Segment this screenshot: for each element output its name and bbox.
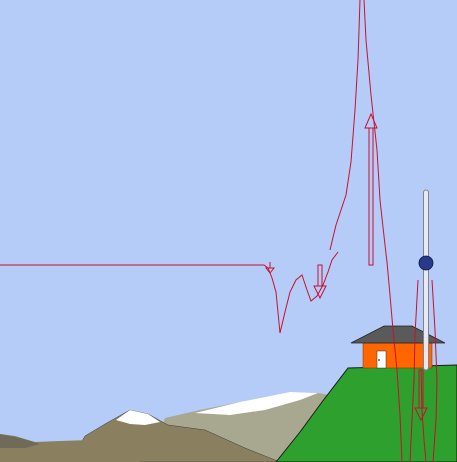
mountain-left-dark [0,434,40,448]
charge-ball-icon [418,255,434,271]
arrow-down-rod [414,369,428,422]
field-line-main-right [363,0,388,263]
field-line-bottom-rod [420,369,427,462]
rod-shaft [423,189,429,371]
field-line-main-left [329,0,361,251]
field-line-rod-right [431,279,438,462]
arrow-up-large [364,112,378,266]
lightning-rod-icon [418,189,434,371]
house-wall [362,342,433,369]
door-knob [378,359,380,361]
arrow-markers [264,112,428,422]
field-line-rod-left [409,279,419,462]
house-icon [350,325,446,369]
field-line-horizontal [0,251,339,334]
arrow-down-mid [313,264,327,300]
house-roof [350,325,446,344]
green-hill [275,364,457,462]
arrow-down-small [264,262,276,274]
mountain-snow-far [195,392,318,415]
house-door [376,350,387,369]
mountain-snow-middle [116,410,160,425]
mountain-left [0,434,140,462]
field-lines [0,0,438,462]
field-line-hill-right [386,261,403,462]
